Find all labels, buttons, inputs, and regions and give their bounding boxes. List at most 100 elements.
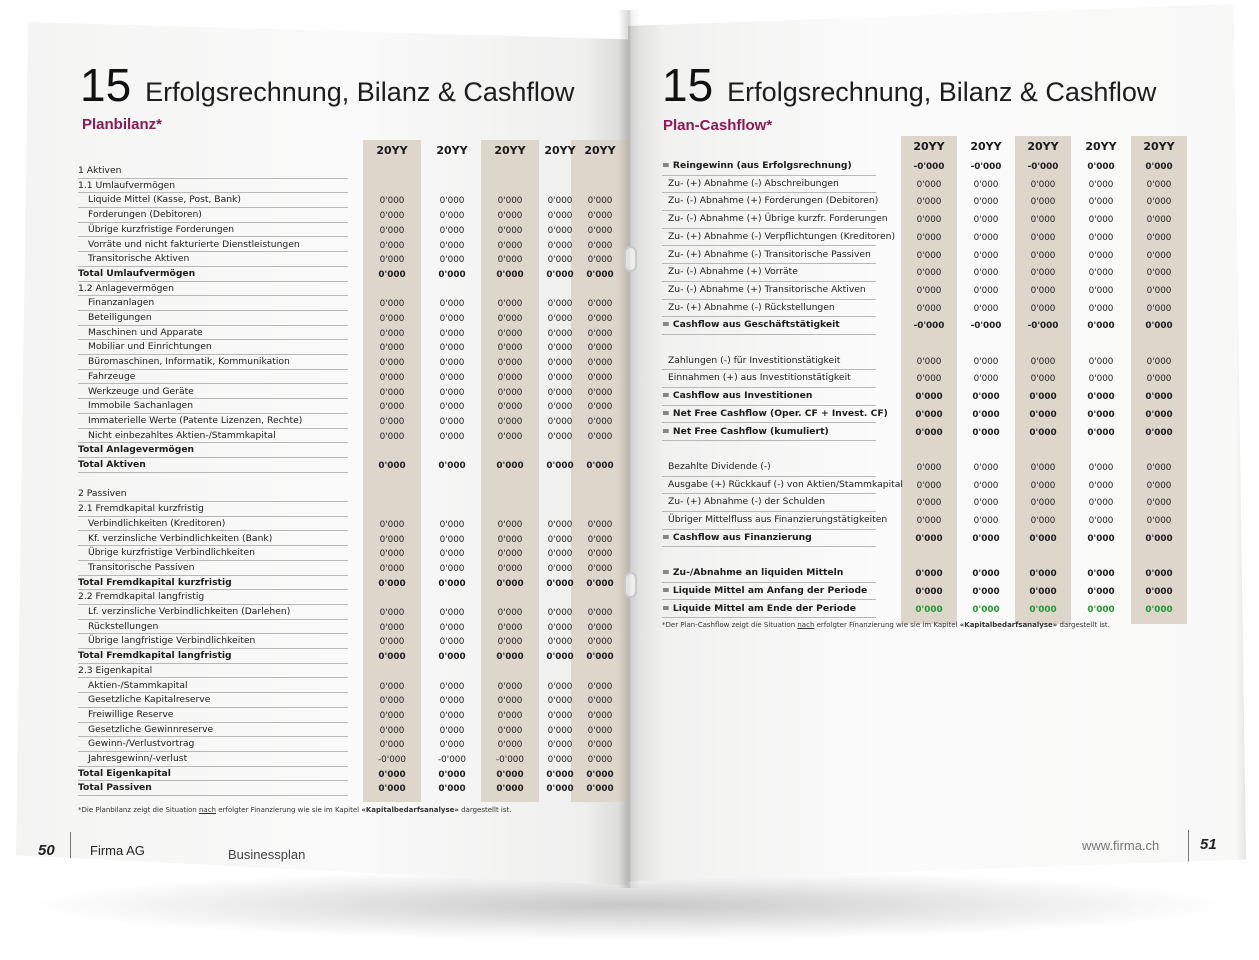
row-label: Maschinen und Apparate <box>88 326 203 338</box>
year-column-header: 20YY <box>584 144 616 157</box>
row-label: = Reingewinn (aus Erfolgsrechnung) <box>662 160 852 171</box>
cell-value: 0'000 <box>1030 250 1056 261</box>
cell-value: 0'000 <box>1146 480 1172 491</box>
table-row: 2.1 Fremdkapital kurzfristig <box>78 502 618 517</box>
row-divider <box>78 795 348 797</box>
cell-value: 0'000 <box>439 563 465 574</box>
cell-value: 0'000 <box>439 622 465 633</box>
table-row: Lf. verzinsliche Verbindlichkeiten (Darl… <box>78 605 618 620</box>
year-column-header: 20YY <box>436 144 468 157</box>
table-row: Kf. verzinsliche Verbindlichkeiten (Bank… <box>78 532 618 547</box>
cell-value: 0'000 <box>439 431 465 442</box>
cell-value: 0'000 <box>1088 232 1114 243</box>
cell-value: 0'000 <box>1088 516 1114 526</box>
cell-value: 0'000 <box>438 652 466 663</box>
cell-value: 0'000 <box>439 534 465 545</box>
row-divider <box>662 227 876 229</box>
row-label: Gewinn-/Verlustvortrag <box>88 738 195 750</box>
staple-bottom <box>624 572 637 598</box>
cell-value: 0'000 <box>973 480 999 491</box>
cell-value: 0'000 <box>973 232 999 243</box>
cell-value: 0'000 <box>1087 409 1115 420</box>
cell-value: 0'000 <box>379 255 405 266</box>
cell-value: 0'000 <box>439 343 465 354</box>
table-row: = Liquide Mittel am Ende der Periode 0'00… <box>662 601 1222 619</box>
row-divider <box>662 298 876 300</box>
cell-value: 0'000 <box>586 578 614 589</box>
table-row: Zu- (+) Abnahme (-) Verpflichtungen (Kre… <box>662 229 1222 247</box>
cell-value: 0'000 <box>497 431 523 442</box>
table-row: Übrige langfristige Verbindlichkeiten 0'0… <box>78 634 618 650</box>
row-divider <box>78 251 348 253</box>
cell-value: 0'000 <box>496 784 524 795</box>
table-row: Freiwillige Reserve 0'000 0'000 0'000 0'000 0… <box>78 708 618 723</box>
cell-value: 0'000 <box>439 519 465 530</box>
cell-value: 0'000 <box>496 269 524 280</box>
cell-value: 0'000 <box>587 696 613 707</box>
row-divider <box>78 574 348 576</box>
cell-value: 0'000 <box>1029 604 1057 615</box>
cell-value: 0'000 <box>973 215 999 226</box>
cell-value: 0'000 <box>497 740 523 751</box>
cell-value: 0'000 <box>379 519 405 530</box>
table-row: Bezahlte Dividende (-) 0'000 0'000 0'000 0'0… <box>662 459 1222 477</box>
table-row: Total Aktiven 0'000 0'000 0'000 0'000 0'000 <box>78 458 618 473</box>
cell-value: 0'000 <box>547 637 573 648</box>
row-label: Zu- (+) Abnahme (-) Rückstellungen <box>668 301 835 313</box>
cell-value: 0'000 <box>439 416 465 427</box>
row-divider <box>78 295 348 297</box>
cell-value: 0'000 <box>916 232 942 243</box>
row-divider <box>662 316 876 318</box>
table-row: Einnahmen (+) aus Investitionstätigkeit 0… <box>662 370 1222 389</box>
cell-value: 0'000 <box>379 710 405 721</box>
cell-value: 0'000 <box>1146 356 1172 367</box>
cell-value: 0'000 <box>1088 268 1114 279</box>
cell-value: 0'000 <box>915 586 943 597</box>
left-subtitle: Planbilanz* <box>82 116 163 133</box>
year-column-header: 20YY <box>1027 140 1059 153</box>
row-divider <box>78 736 348 738</box>
cell-value: 0'000 <box>439 725 465 736</box>
table-row: 1.1 Umlaufvermögen <box>78 179 618 194</box>
table-row: 2 Passiven <box>78 487 618 503</box>
year-column-header: 20YY <box>544 144 576 157</box>
staple-top <box>624 246 637 272</box>
cell-value: 0'000 <box>379 740 405 751</box>
cell-value: 0'000 <box>379 622 405 633</box>
table-row: Gewinn-/Verlustvortrag 0'000 0'000 0'000 0'0… <box>78 737 618 752</box>
cell-value: 0'000 <box>496 461 524 471</box>
table-row: Mobiliar und Einrichtungen 0'000 0'000 0'00… <box>78 340 618 356</box>
cell-value: 0'000 <box>497 225 523 236</box>
left-chapter-title: Erfolgsrechnung, Bilanz & Cashflow <box>145 77 575 107</box>
cell-value: 0'000 <box>916 197 942 208</box>
cell-value: 0'000 <box>438 269 466 280</box>
row-label: Mobiliar und Einrichtungen <box>88 341 212 353</box>
cell-value: 0'000 <box>1029 409 1057 420</box>
cell-value: 0'000 <box>1029 392 1057 403</box>
row-label: Rückstellungen <box>88 620 159 632</box>
cell-value: 0'000 <box>587 608 613 618</box>
cell-value: 0'000 <box>378 784 406 795</box>
row-divider <box>78 765 348 767</box>
cell-value: 0'000 <box>547 314 573 324</box>
row-label: = Zu-/Abnahme an liquiden Mitteln <box>662 567 844 579</box>
cell-value: 0'000 <box>915 533 943 544</box>
cell-value: 0'000 <box>587 431 613 442</box>
row-divider <box>662 475 876 477</box>
cell-value: 0'000 <box>916 215 942 226</box>
cell-value: 0'000 <box>547 343 573 354</box>
row-divider <box>78 280 348 282</box>
cell-value: 0'000 <box>587 255 613 266</box>
table-row: Immaterielle Werte (Patente Lizenzen, Re… <box>78 414 618 429</box>
cell-value: 0'000 <box>379 725 405 736</box>
row-divider <box>662 387 876 389</box>
right-page-number: 51 <box>1200 836 1217 853</box>
table-row: Zu- (-) Abnahme (+) Forderungen (Debitor… <box>662 193 1222 212</box>
row-divider <box>78 603 348 605</box>
cell-value: 0'000 <box>972 533 1000 544</box>
cell-value: 0'000 <box>587 710 613 721</box>
cell-value: 0'000 <box>587 314 613 324</box>
cell-value: 0'000 <box>439 240 465 251</box>
cell-value: 0'000 <box>916 498 942 509</box>
cell-value: 0'000 <box>546 769 574 780</box>
